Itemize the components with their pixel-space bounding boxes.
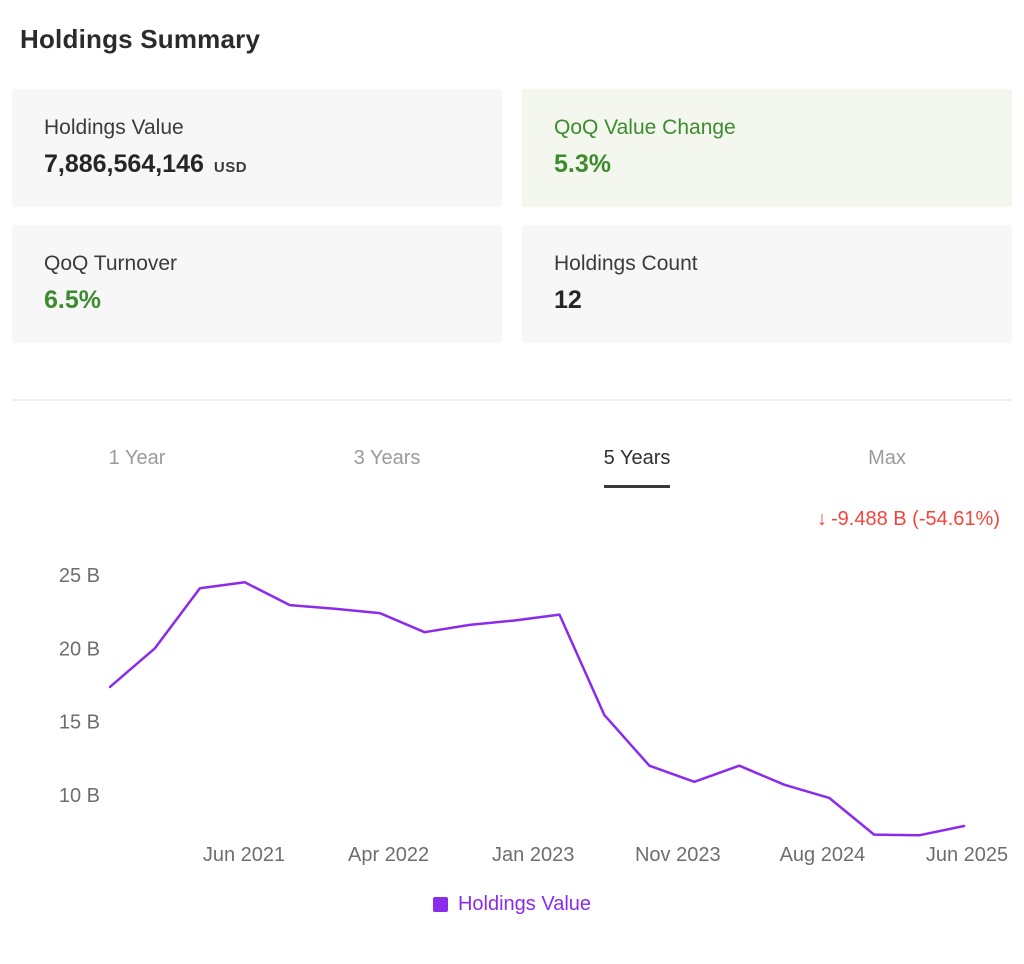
time-range-tabs: 1 Year 3 Years 5 Years Max	[12, 401, 1012, 488]
summary-cards: Holdings Value 7,886,564,146 USD QoQ Valu…	[12, 89, 1012, 343]
down-arrow-icon: ↓	[817, 508, 828, 530]
legend-label: Holdings Value	[457, 893, 592, 915]
card-value: 5.3%	[554, 150, 611, 179]
currency-unit: USD	[213, 159, 248, 177]
page-title: Holdings Summary	[20, 24, 261, 54]
card-label: QoQ Turnover	[44, 252, 178, 275]
holdings-value-number: 7,886,564,146	[44, 150, 204, 179]
card-label: Holdings Value	[44, 116, 184, 139]
y-axis-tick-label-2: 15 B	[59, 712, 100, 734]
card-value: 12	[554, 286, 582, 315]
tab-3-years[interactable]: 3 Years	[262, 447, 512, 488]
chart-line-holdings-value	[108, 581, 966, 837]
period-change-indicator: ↓ -9.488 B (-54.61%)	[0, 508, 1024, 531]
tab-5-years[interactable]: 5 Years	[512, 447, 762, 488]
chart-canvas[interactable]: 25 B 20 B 15 B 10 B Jun 2021 Apr 2022 Jan 2023…	[0, 543, 1024, 873]
y-axis-tick-label-3: 10 B	[59, 785, 100, 807]
card-holdings-value: Holdings Value 7,886,564,146 USD	[12, 89, 502, 207]
y-axis-tick-label-1: 20 B	[59, 638, 100, 660]
tab-max[interactable]: Max	[762, 447, 1012, 488]
card-label: QoQ Value Change	[554, 116, 736, 139]
x-axis-tick-label-3: Nov 2023	[635, 844, 721, 866]
x-axis-tick-label-0: Jun 2021	[203, 844, 285, 866]
card-value: 7,886,564,146 USD	[44, 149, 470, 180]
card-label: Holdings Count	[554, 252, 698, 275]
x-axis-tick-label-5: Jun 2025	[926, 844, 1008, 866]
tab-1-year[interactable]: 1 Year	[12, 447, 262, 488]
tab-label: 3 Years	[353, 447, 421, 469]
card-holdings-count: Holdings Count 12	[522, 225, 1012, 343]
chart-legend[interactable]: Holdings Value	[0, 893, 1024, 916]
y-axis-tick-label-0: 25 B	[59, 565, 100, 587]
x-axis-tick-label-4: Aug 2024	[780, 844, 866, 866]
tab-label: Max	[868, 447, 906, 469]
card-qoq-turnover: QoQ Turnover 6.5%	[12, 225, 502, 343]
x-axis-tick-label-2: Jan 2023	[492, 844, 574, 866]
period-change-text: -9.488 B (-54.61%)	[831, 508, 1000, 530]
card-value: 6.5%	[44, 286, 101, 315]
section-divider	[12, 399, 1012, 401]
tab-label: 5 Years	[603, 447, 671, 488]
holdings-value-chart: 25 B 20 B 15 B 10 B Jun 2021 Apr 2022 Jan 2023…	[0, 543, 1024, 873]
tab-label: 1 Year	[108, 447, 166, 469]
legend-swatch-holdings-value	[432, 897, 448, 912]
card-qoq-value-change: QoQ Value Change 5.3%	[522, 89, 1012, 207]
x-axis-tick-label-1: Apr 2022	[348, 844, 429, 866]
